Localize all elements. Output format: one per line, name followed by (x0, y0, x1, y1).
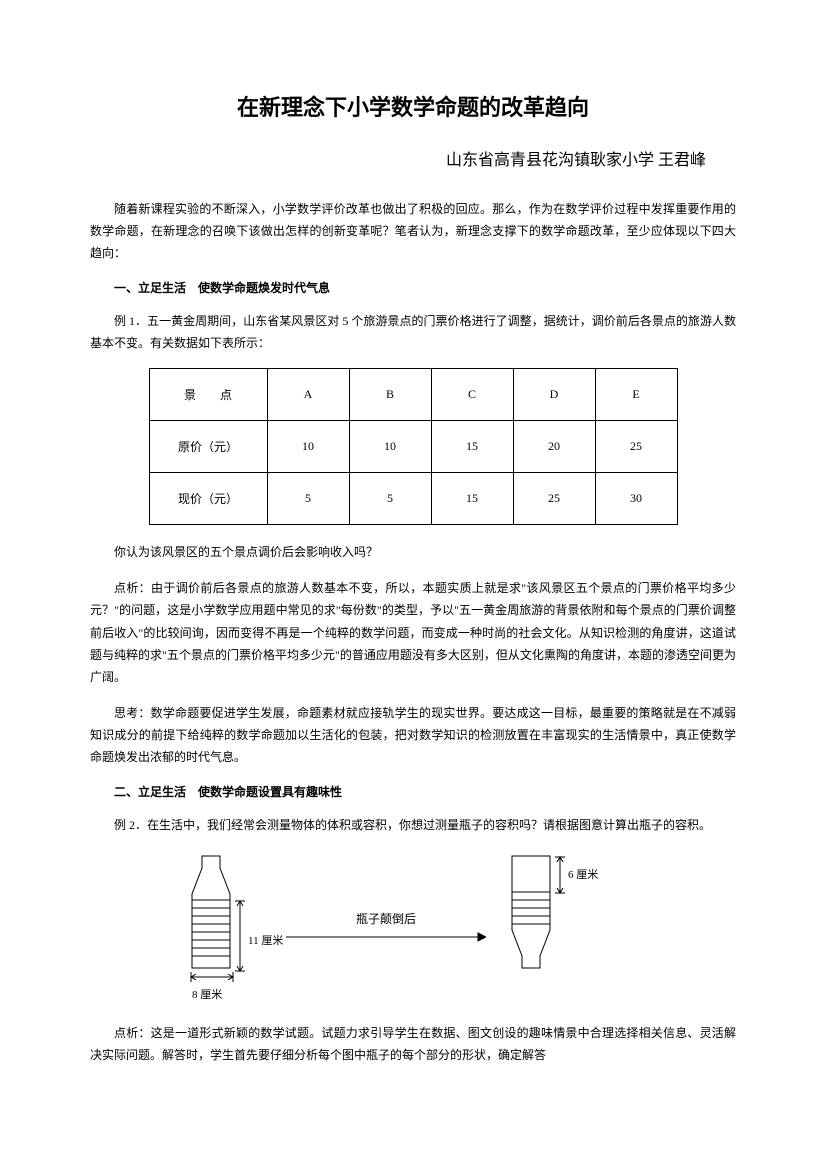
price-table: 景 点 A B C D E 原价（元） 10 10 15 20 25 现价（元）… (149, 368, 678, 525)
table-cell: 15 (431, 420, 513, 472)
page-title: 在新理念下小学数学命题的改革趋向 (90, 90, 736, 122)
bottle-upright (188, 854, 234, 972)
author-line: 山东省高青县花沟镇耿家小学 王君峰 (90, 146, 736, 170)
arrow-label: 瓶子颠倒后 (286, 910, 486, 927)
table-cell: 原价（元） (149, 420, 267, 472)
table-cell: 25 (513, 472, 595, 524)
dim-height-liquid (235, 900, 249, 977)
table-cell: A (267, 368, 349, 420)
table-cell: 30 (595, 472, 677, 524)
table-row: 原价（元） 10 10 15 20 25 (149, 420, 677, 472)
example1-analysis: 点析：由于调价前后各景点的旅游人数基本不变，所以，本题实质上就是求"该风景区五个… (90, 577, 736, 688)
table-cell: 10 (267, 420, 349, 472)
bottle-inverted (508, 854, 554, 972)
table-cell: 5 (267, 472, 349, 524)
table-cell: 景 点 (149, 368, 267, 420)
example1-question: 你认为该风景区的五个景点调价后会影响收入吗？ (90, 541, 736, 563)
example2-analysis-partial: 点析：这是一道形式新颖的数学试题。试题力求引导学生在数据、图文创设的趣味情景中合… (90, 1022, 736, 1066)
intro-paragraph: 随着新课程实验的不断深入，小学数学评价改革也做出了积极的回应。那么，作为在数学评… (90, 198, 736, 265)
table-row-header: 景 点 A B C D E (149, 368, 677, 420)
example1-intro: 例 1．五一黄金周期间，山东省某风景区对 5 个旅游景点的门票价格进行了调整，据… (90, 310, 736, 354)
dim-label-width: 8 厘米 (192, 986, 222, 1002)
arrow-flip: 瓶子颠倒后 (286, 910, 486, 947)
section1-heading: 一、立足生活 使数学命题焕发时代气息 (90, 279, 736, 296)
table-cell: B (349, 368, 431, 420)
table-cell: 5 (349, 472, 431, 524)
table-row: 现价（元） 5 5 15 25 30 (149, 472, 677, 524)
table-cell: 25 (595, 420, 677, 472)
section2-heading: 二、立足生活 使数学命题设置具有趣味性 (90, 783, 736, 800)
example2-intro: 例 2．在生活中，我们经常会测量物体的体积或容积，你想过测量瓶子的容积吗？请根据… (90, 814, 736, 836)
dim-label-gap: 6 厘米 (568, 866, 598, 882)
dim-label-height: 11 厘米 (248, 932, 283, 948)
table-cell: 15 (431, 472, 513, 524)
bottle-diagram: 11 厘米 8 厘米 瓶子颠倒后 (178, 854, 648, 1004)
table-cell: C (431, 368, 513, 420)
table-cell: E (595, 368, 677, 420)
table-cell: 20 (513, 420, 595, 472)
table-cell: D (513, 368, 595, 420)
dim-gap-height (555, 856, 569, 901)
table-cell: 现价（元） (149, 472, 267, 524)
table-cell: 10 (349, 420, 431, 472)
example1-reflection: 思考：数学命题要促进学生发展，命题素材就应接轨学生的现实世界。要达成这一目标，最… (90, 702, 736, 769)
